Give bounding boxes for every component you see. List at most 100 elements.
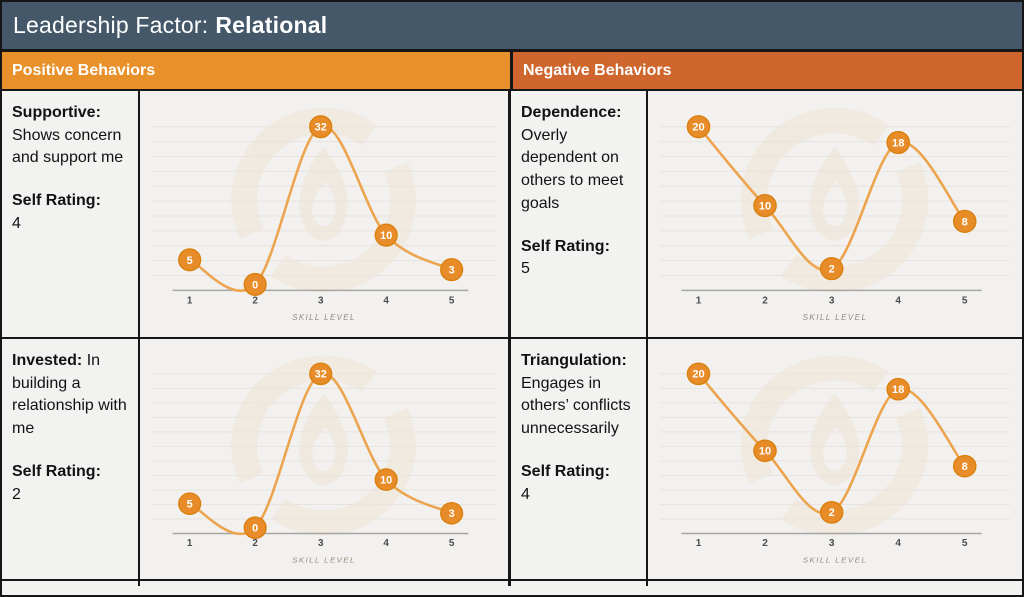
next-row-text-cell xyxy=(2,581,140,586)
data-point-marker: 32 xyxy=(309,362,333,386)
svg-text:18: 18 xyxy=(892,384,904,396)
x-tick-label: 4 xyxy=(895,538,901,549)
data-point-marker: 10 xyxy=(374,468,398,491)
behavior-trait: Dependence: xyxy=(521,104,622,121)
svg-text:3: 3 xyxy=(449,508,455,520)
svg-text:2: 2 xyxy=(829,507,835,519)
data-point-marker: 5 xyxy=(178,492,202,516)
svg-text:10: 10 xyxy=(759,446,771,458)
skill-level-chart-svg: 5 0 32 10 3 1 2 3 4 5 SKILL LEVEL xyxy=(151,107,497,322)
skill-level-chart-svg: 20 10 2 18 8 1 2 3 4 5 SKILL LEVEL xyxy=(660,107,1010,322)
x-tick-label: 2 xyxy=(252,295,258,306)
skill-level-chart-triangulation: 20 10 2 18 8 1 2 3 4 5 SKILL LEVEL xyxy=(648,339,1022,579)
self-rating-label: Self Rating: xyxy=(521,237,610,255)
data-point-marker: 0 xyxy=(243,272,267,297)
column-headers: Positive Behaviors Negative Behaviors xyxy=(2,52,1022,91)
behavior-trait: Supportive: xyxy=(12,104,101,121)
skill-level-chart-invested: 5 0 32 10 3 1 2 3 4 5 SKILL LEVEL xyxy=(140,339,511,579)
svg-text:18: 18 xyxy=(892,138,904,150)
behavior-cell-triangulation: Triangulation: Engages in others’ confli… xyxy=(511,339,648,579)
svg-text:32: 32 xyxy=(315,369,327,381)
self-rating-label: Self Rating: xyxy=(12,192,101,210)
x-tick-label: 1 xyxy=(187,295,193,306)
self-rating-value: 4 xyxy=(521,485,530,503)
self-rating-label: Self Rating: xyxy=(521,462,610,480)
behavior-trait: Invested: xyxy=(12,352,83,369)
x-axis-title: SKILL LEVEL xyxy=(803,313,868,322)
behavior-cell-dependence: Dependence: Overly dependent on others t… xyxy=(511,91,648,337)
x-tick-label: 2 xyxy=(762,538,768,549)
positive-behaviors-header: Positive Behaviors xyxy=(2,52,513,89)
data-point-marker: 2 xyxy=(819,257,844,281)
x-tick-label: 4 xyxy=(383,295,389,306)
x-tick-label: 2 xyxy=(762,295,768,306)
data-point-marker: 18 xyxy=(886,377,911,401)
data-point-marker: 32 xyxy=(309,115,333,139)
flame-logo-watermark xyxy=(231,107,416,293)
data-point-marker: 8 xyxy=(952,454,977,478)
table-row: Invested: In building a relationship wit… xyxy=(2,339,1022,581)
flame-logo-watermark xyxy=(231,355,416,536)
data-point-marker: 20 xyxy=(686,362,711,386)
svg-text:5: 5 xyxy=(187,255,193,267)
x-axis-title: SKILL LEVEL xyxy=(292,313,356,322)
title-bar: Leadership Factor: Relational xyxy=(2,2,1022,52)
behavior-description: In building a relationship with me xyxy=(12,352,127,438)
self-rating-value: 2 xyxy=(12,485,21,503)
x-tick-label: 5 xyxy=(962,295,968,306)
next-row-sliver xyxy=(2,581,1022,586)
x-tick-label: 1 xyxy=(696,295,702,306)
title-factor: Relational xyxy=(215,12,328,38)
x-tick-label: 3 xyxy=(318,538,324,549)
self-rating-value: 5 xyxy=(521,260,530,278)
title-prefix: Leadership Factor: xyxy=(13,12,209,38)
data-point-marker: 8 xyxy=(952,209,977,233)
behavior-cell-supportive: Supportive: Shows concern and support me… xyxy=(2,91,140,337)
negative-behaviors-header: Negative Behaviors xyxy=(513,52,1022,89)
x-axis-title: SKILL LEVEL xyxy=(803,556,868,565)
data-point-marker: 0 xyxy=(243,516,267,540)
data-point-marker: 2 xyxy=(819,501,844,524)
svg-text:10: 10 xyxy=(380,230,392,242)
behavior-trait: Triangulation: xyxy=(521,352,627,369)
skill-level-chart-svg: 5 0 32 10 3 1 2 3 4 5 SKILL LEVEL xyxy=(151,355,497,565)
data-point-marker: 18 xyxy=(886,130,911,155)
svg-text:20: 20 xyxy=(692,369,704,381)
svg-text:2: 2 xyxy=(829,264,835,276)
skill-level-chart-svg: 20 10 2 18 8 1 2 3 4 5 SKILL LEVEL xyxy=(660,355,1010,565)
next-row-text-cell xyxy=(511,581,648,586)
svg-text:8: 8 xyxy=(962,216,968,228)
x-tick-label: 1 xyxy=(696,538,702,549)
x-tick-label: 2 xyxy=(252,538,258,549)
data-point-marker: 3 xyxy=(440,258,464,282)
svg-text:5: 5 xyxy=(187,499,193,511)
table-row: Supportive: Shows concern and support me… xyxy=(2,91,1022,339)
svg-text:10: 10 xyxy=(759,201,771,213)
behavior-description: Overly dependent on others to meet goals xyxy=(521,126,624,212)
svg-text:8: 8 xyxy=(962,461,968,473)
x-tick-label: 5 xyxy=(449,295,455,306)
behavior-description: Engages in others’ conflicts unnecessari… xyxy=(521,374,631,438)
x-axis-title: SKILL LEVEL xyxy=(292,556,356,565)
svg-text:10: 10 xyxy=(380,475,392,487)
behavior-cell-invested: Invested: In building a relationship wit… xyxy=(2,339,140,579)
next-row-chart-cell xyxy=(140,581,511,586)
svg-text:32: 32 xyxy=(315,122,327,134)
x-tick-label: 4 xyxy=(895,295,901,306)
data-point-marker: 3 xyxy=(440,501,464,525)
x-tick-label: 3 xyxy=(829,538,835,549)
data-point-marker: 10 xyxy=(374,223,398,247)
data-point-marker: 20 xyxy=(686,115,711,139)
self-rating-label: Self Rating: xyxy=(12,462,101,480)
svg-text:0: 0 xyxy=(252,279,258,291)
behavior-description: Shows concern and support me xyxy=(12,126,124,167)
x-tick-label: 3 xyxy=(318,295,324,306)
svg-text:20: 20 xyxy=(692,122,704,134)
data-point-marker: 10 xyxy=(753,439,777,463)
x-tick-label: 1 xyxy=(187,538,193,549)
next-row-chart-cell xyxy=(648,581,1022,586)
data-point-marker: 10 xyxy=(753,193,777,218)
x-tick-label: 3 xyxy=(829,295,835,306)
svg-text:3: 3 xyxy=(449,265,455,277)
